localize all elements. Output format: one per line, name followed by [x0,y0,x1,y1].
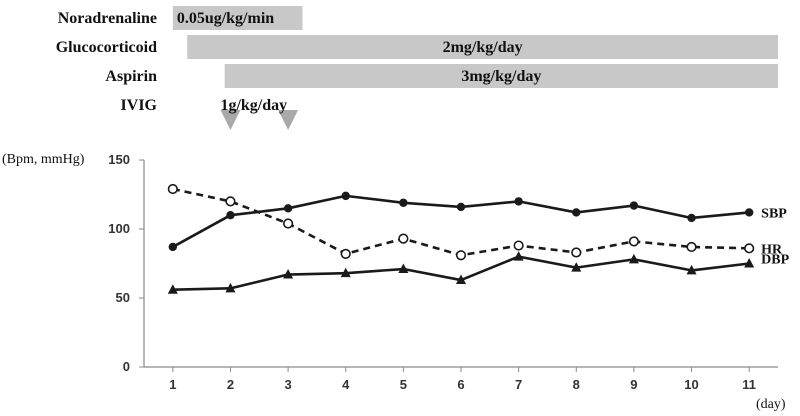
drug-label: IVIG [121,97,158,114]
data-point-sbp [629,201,639,210]
data-point-sbp [456,202,466,212]
data-point-dbp [744,258,755,268]
dose-label: 2mg/kg/day [443,39,523,56]
data-point-dbp [340,267,351,278]
y-tick-label: 0 [123,359,130,374]
data-point-hr [340,248,351,259]
data-point-hr [282,218,294,229]
dose-label: 3mg/kg/day [461,68,541,85]
series-line-hr [172,187,750,257]
series-sbp: SBP [168,191,787,252]
x-tick-label: 1 [169,377,176,392]
ivig-dose-arrow [278,110,299,130]
data-point-sbp [226,211,235,220]
treatment-timeline: Noradrenaline 0.05ug/kg/min Glucocorticoid… [56,6,778,130]
x-tick-label: 9 [630,377,637,392]
data-point-hr [455,250,467,261]
treatment-row-noradrenaline: Noradrenaline 0.05ug/kg/min [58,6,303,30]
x-tick-label: 2 [227,377,234,392]
y-tick-label: 150 [108,152,130,167]
data-point-hr [628,236,640,247]
series-line-dbp [172,255,750,292]
data-point-dbp [571,262,582,272]
data-point-hr [571,247,582,258]
y-tick-label: 100 [108,221,130,236]
treatment-bar [172,6,303,30]
series-label-hr: HR [761,242,783,257]
series-label-dbp: DBP [761,253,789,268]
series-dbp: DBP [167,251,790,294]
data-point-dbp [686,264,697,275]
x-tick-label: 4 [342,377,350,392]
data-point-sbp [514,197,523,206]
data-point-sbp [687,213,696,223]
x-tick-label: 3 [284,377,291,392]
x-tick-label: 5 [400,377,407,392]
treatment-row-glucocorticoid: Glucocorticoid 2mg/kg/day [56,35,778,59]
data-point-dbp [628,253,639,264]
x-tick-label: 8 [573,377,580,392]
y-axis-label: (Bpm, mmHg) [2,152,85,167]
drug-label: Noradrenaline [58,10,157,27]
data-point-sbp [283,204,293,213]
treatment-row-aspirin: Aspirin 3mg/kg/day [105,64,778,88]
x-tick-label: 6 [457,377,464,392]
data-point-dbp [513,251,524,261]
drug-label: Glucocorticoid [56,39,157,56]
x-tick-label: 7 [515,377,522,392]
treatment-row-ivig: IVIG 1g/kg/day [121,97,299,130]
data-point-sbp [399,198,408,207]
data-point-hr [167,183,178,195]
data-point-hr [686,241,697,253]
x-axis-label: (day) [756,397,786,412]
dose-label: 1g/kg/day [220,97,287,114]
treatment-bar [187,35,778,59]
data-point-hr [398,233,409,244]
data-point-hr [225,196,236,207]
data-point-hr [513,240,524,251]
data-point-sbp [744,208,754,217]
data-point-dbp [283,269,294,279]
ivig-dose-arrow [220,110,241,130]
data-point-sbp [168,242,178,252]
drug-label: Aspirin [105,68,157,85]
y-tick-label: 50 [116,290,130,305]
y-ticks: 0 50 100 150 [108,152,144,374]
data-point-hr [744,243,755,254]
series-hr: HR [167,183,783,261]
data-point-dbp [225,282,236,293]
treatment-bar [224,64,778,88]
data-point-dbp [398,263,409,274]
x-tick-label: 10 [684,377,698,392]
data-point-dbp [167,284,178,294]
data-point-dbp [456,274,466,285]
data-point-sbp [341,191,350,201]
x-ticks: 1 2 3 4 5 6 7 8 9 10 11 [169,367,756,392]
dose-label: 0.05ug/kg/min [177,10,274,27]
data-point-sbp [572,208,581,217]
x-tick-label: 11 [742,377,756,392]
series-label-sbp: SBP [761,206,787,221]
